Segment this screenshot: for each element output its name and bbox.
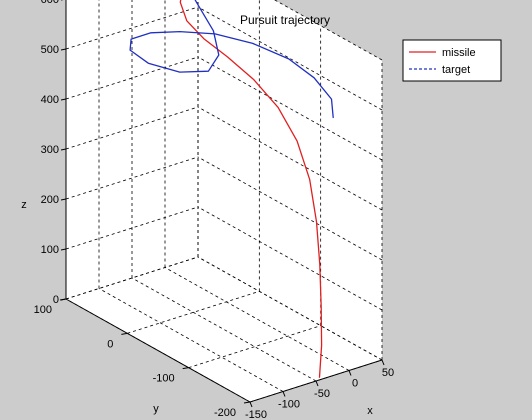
grid-backwall-z	[65, 106, 199, 150]
x-tick-label: 50	[382, 367, 394, 379]
z-tick-mark	[60, 248, 67, 251]
legend-box	[402, 39, 502, 82]
x-tick-mark	[282, 391, 286, 397]
z-tick-mark	[60, 48, 67, 51]
grid-backwall-z	[65, 156, 199, 200]
y-axis-label: y	[153, 403, 159, 415]
grid-rightwall-z	[197, 106, 383, 211]
x-tick-label: -100	[278, 399, 300, 411]
z-tick-label: 200	[41, 194, 59, 206]
legend-label-target: target	[442, 64, 470, 76]
y-tick-label: -100	[153, 373, 175, 385]
y-tick-mark	[121, 332, 128, 335]
grid-backwall-z	[65, 6, 199, 50]
z-tick-mark	[60, 98, 67, 101]
z-tick-mark	[60, 298, 67, 301]
z-tick-mark	[60, 148, 67, 151]
x-tick-label: -150	[245, 409, 267, 420]
chart-title: Pursuit trajectory	[240, 13, 330, 27]
legend: missile target	[402, 39, 502, 82]
x-tick-label: 0	[352, 378, 358, 390]
series-line-missile	[179, 0, 323, 378]
grid-rightwall-z	[197, 56, 383, 161]
grid-floor-y	[127, 290, 260, 334]
grid-rightwall-z	[197, 156, 383, 261]
z-axis-label: z	[21, 199, 27, 211]
z-tick-label: 300	[41, 144, 59, 156]
grid-backwall-z	[65, 206, 199, 250]
plot-box-background	[66, 0, 382, 402]
x-tick-label: -50	[314, 388, 330, 400]
x-tick-mark	[249, 401, 253, 408]
grid-rightwall-z	[197, 206, 383, 311]
y-tick-label: -200	[214, 407, 236, 419]
z-tick-label: 100	[41, 244, 59, 256]
axes-box	[59, 0, 385, 408]
x-tick-mark	[315, 380, 319, 387]
grid-backwall-z	[65, 56, 199, 100]
y-tick-mark	[182, 367, 189, 370]
grid-backwall-z	[65, 256, 199, 300]
y-tick-mark	[243, 401, 251, 404]
y-axis-line	[65, 298, 251, 403]
x-tick-mark	[381, 359, 385, 366]
y-tick-label: 100	[34, 304, 52, 316]
z-tick-mark	[60, 198, 67, 201]
grid-floor-x	[131, 277, 317, 382]
series-lines	[129, 0, 334, 378]
grid-floor-x	[164, 267, 350, 371]
x-tick-mark	[348, 370, 352, 376]
y-tick-label: 0	[107, 338, 113, 350]
x-axis-label: x	[367, 405, 373, 417]
grid-rightwall-z	[197, 6, 383, 111]
grid-floor-y	[188, 325, 321, 369]
z-tick-label: 500	[41, 44, 59, 56]
series-line-target	[129, 0, 334, 119]
grid-rightwall-z	[197, 256, 383, 361]
legend-label-missile: missile	[442, 47, 476, 59]
z-tick-label: 600	[41, 0, 59, 6]
z-tick-label: 400	[41, 94, 59, 106]
z-tick-label: 0	[53, 294, 59, 306]
tick-labels: -150-100-50050-200-100010001002003004005…	[34, 0, 394, 420]
grid-floor-x	[98, 288, 284, 392]
